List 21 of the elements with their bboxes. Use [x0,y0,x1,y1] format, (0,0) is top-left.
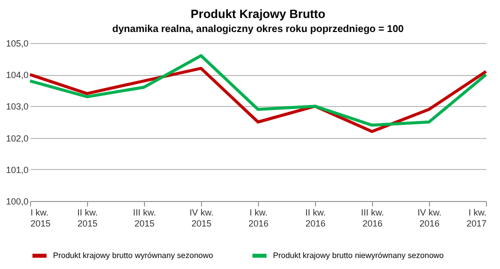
x-tick-label: I kw. 2015 [30,208,51,228]
y-tick-label: 104,0 [6,70,28,80]
chart-subtitle: dynamika realna, analogiczny okres roku poprzedniego = 100 [112,24,404,35]
x-tick-label: I kw. 2016 [248,208,269,228]
x-tick-label: II kw. 2016 [305,208,326,228]
y-tick-label: 103,0 [6,102,28,112]
x-tick-label: III kw. 2015 [132,208,156,228]
x-tick-label: I kw. 2017 [466,208,486,228]
x-tick-label: IV kw. 2016 [417,208,442,228]
line-series [28,66,488,133]
x-tick-label: II kw. 2015 [77,208,98,228]
legend-label: Produkt krajowy brutto wyrównany sezonowo [53,250,214,260]
chart-title: Produkt Krajowy Brutto [190,7,326,21]
x-tick-label: III kw. 2016 [360,208,384,228]
legend-label: Produkt krajowy brutto niewyrównany sezonowo [273,250,444,260]
y-tick-label: 102,0 [6,133,28,144]
line-series [28,54,488,127]
y-tick-label: 100,0 [6,196,28,206]
x-tick-label: IV kw. 2015 [189,208,214,228]
y-tick-label: 105,0 [6,38,28,48]
y-tick-label: 101,0 [6,164,28,175]
